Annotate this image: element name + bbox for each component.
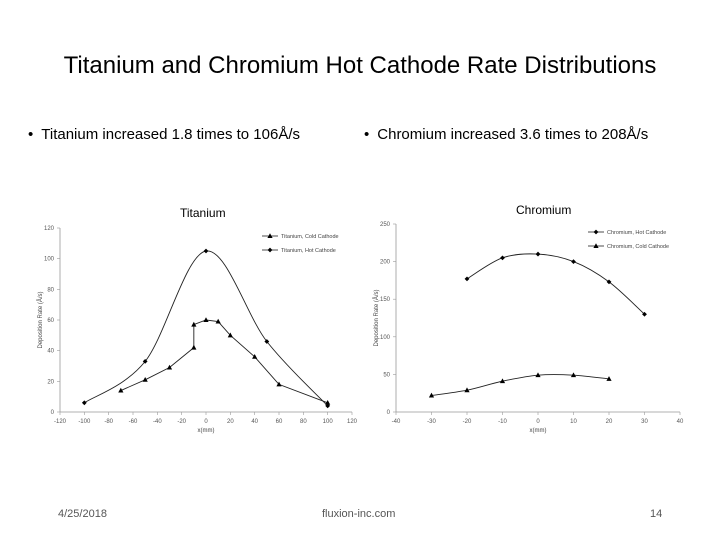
chromium-y-axis-label: Deposition Rate (Å/s) [373,289,380,346]
titanium-x-tick-label: -100 [78,419,91,425]
titanium-data-point [81,400,87,406]
titanium-data-point [252,354,258,359]
titanium-x-tick-label: 100 [323,419,334,425]
titanium-data-point [191,321,197,327]
chromium-data-point [499,378,506,384]
chromium-y-tick-label: 100 [380,335,391,341]
titanium-y-tick-label: 80 [47,287,54,293]
chromium-chart-title: Chromium [516,203,572,217]
titanium-data-point [203,248,209,254]
footer-date: 4/25/2018 [58,508,107,520]
titanium-x-tick-label: 20 [227,419,234,425]
titanium-x-tick-label: -80 [104,419,113,425]
titanium-x-tick-label: -60 [129,419,138,425]
titanium-y-tick-label: 100 [44,257,55,263]
bullet-titanium-text: Titanium increased 1.8 times to 106Å/s [41,126,301,143]
chromium-y-tick-label: 50 [383,372,390,378]
titanium-x-tick-label: 60 [276,419,283,425]
titanium-data-point [325,400,331,405]
titanium-x-tick-label: 80 [300,419,307,425]
chromium-x-tick-label: 10 [570,419,577,425]
chromium-legend-label: Chromium, Cold Cathode [607,244,669,250]
titanium-data-point [203,317,209,322]
chromium-chart: 0 50 100 150 200 250 -40 -30 -20 -10 0 10 20 30 40 x(mm… [373,222,684,434]
titanium-data-point [118,387,124,393]
titanium-data-point [227,332,233,338]
titanium-data-point [325,403,331,409]
chromium-x-tick-label: -10 [498,419,507,425]
bullet-chromium-text: Chromium increased 3.6 times to 208Å/s [377,126,649,143]
titanium-data-point [276,381,282,387]
chromium-data-point [570,372,577,378]
titanium-y-tick-label: 60 [47,318,54,324]
bullet-chromium: • Chromium increased 3.6 times to 208Å/s [364,126,648,143]
chromium-series-line-1 [466,253,645,315]
chromium-y-tick-label: 0 [387,410,391,416]
chromium-data-point [535,251,541,257]
chromium-data-point [535,372,541,378]
bullet-dot-right: • [364,126,370,143]
titanium-legend-label: Titanium, Hot Cathode [281,248,336,254]
titanium-x-axis-label: x(mm) [198,428,215,434]
chromium-x-tick-label: 30 [641,419,648,425]
chromium-data-point [606,376,612,381]
chromium-data-point [571,259,576,264]
titanium-chart-title: Titanium [180,206,226,220]
chromium-x-tick-label: 20 [606,419,613,425]
titanium-x-tick-label: -20 [177,419,186,425]
titanium-chart: 0 20 40 60 80 100 120 -120 -100 -80 -60 -40 -20 0 20 40… [37,226,358,434]
titanium-data-point [215,318,221,324]
chromium-y-tick-label: 250 [380,222,391,228]
chromium-data-point [642,311,647,317]
titanium-y-tick-label: 40 [47,349,54,355]
chromium-data-point [606,279,612,285]
titanium-series-line-1 [120,319,328,404]
titanium-y-axis-label: Deposition Rate (Å/s) [37,291,44,348]
chromium-data-point [428,392,435,398]
titanium-y-tick-label: 0 [51,410,55,416]
titanium-data-point [142,359,148,364]
footer-page-number: 14 [650,508,663,520]
chromium-x-axis-label: x(mm) [530,428,547,434]
slide-title: Titanium and Chromium Hot Cathode Rate D… [63,52,657,79]
bullet-titanium: • Titanium increased 1.8 times to 106Å/s [28,126,300,143]
chromium-series-line-2 [431,374,610,396]
chromium-data-point [464,276,470,282]
bullet-dot-left: • [28,126,34,143]
chromium-legend-marker [593,243,599,248]
chromium-x-tick-label: 40 [677,419,684,425]
chromium-data-point [500,255,505,261]
titanium-legend-marker [267,247,273,253]
titanium-legend-marker [267,233,273,238]
titanium-legend-label: Titanium, Cold Cathode [281,234,339,240]
titanium-y-tick-label: 120 [44,226,55,232]
chromium-x-tick-label: -20 [463,419,472,425]
titanium-x-tick-label: 0 [204,419,208,425]
titanium-data-point [142,377,148,382]
chromium-data-point [464,387,470,393]
footer-site: fluxion-inc.com [322,508,396,520]
titanium-x-tick-label: 40 [251,419,258,425]
titanium-x-tick-label: -120 [54,419,67,425]
chromium-legend-label: Chromium, Hot Cathode [607,230,666,236]
chromium-x-tick-label: -30 [427,419,436,425]
chromium-y-tick-label: 150 [380,297,391,303]
chromium-x-tick-label: -40 [392,419,401,425]
titanium-x-tick-label: -40 [153,419,162,425]
chromium-y-tick-label: 200 [380,260,391,266]
chromium-legend-marker [593,229,599,235]
titanium-data-point [264,339,270,344]
titanium-data-point [166,364,173,370]
titanium-series-line-2 [84,250,328,407]
titanium-data-point [191,344,197,350]
titanium-y-tick-label: 20 [47,379,54,385]
titanium-x-tick-label: 120 [347,419,358,425]
chromium-x-tick-label: 0 [536,419,540,425]
